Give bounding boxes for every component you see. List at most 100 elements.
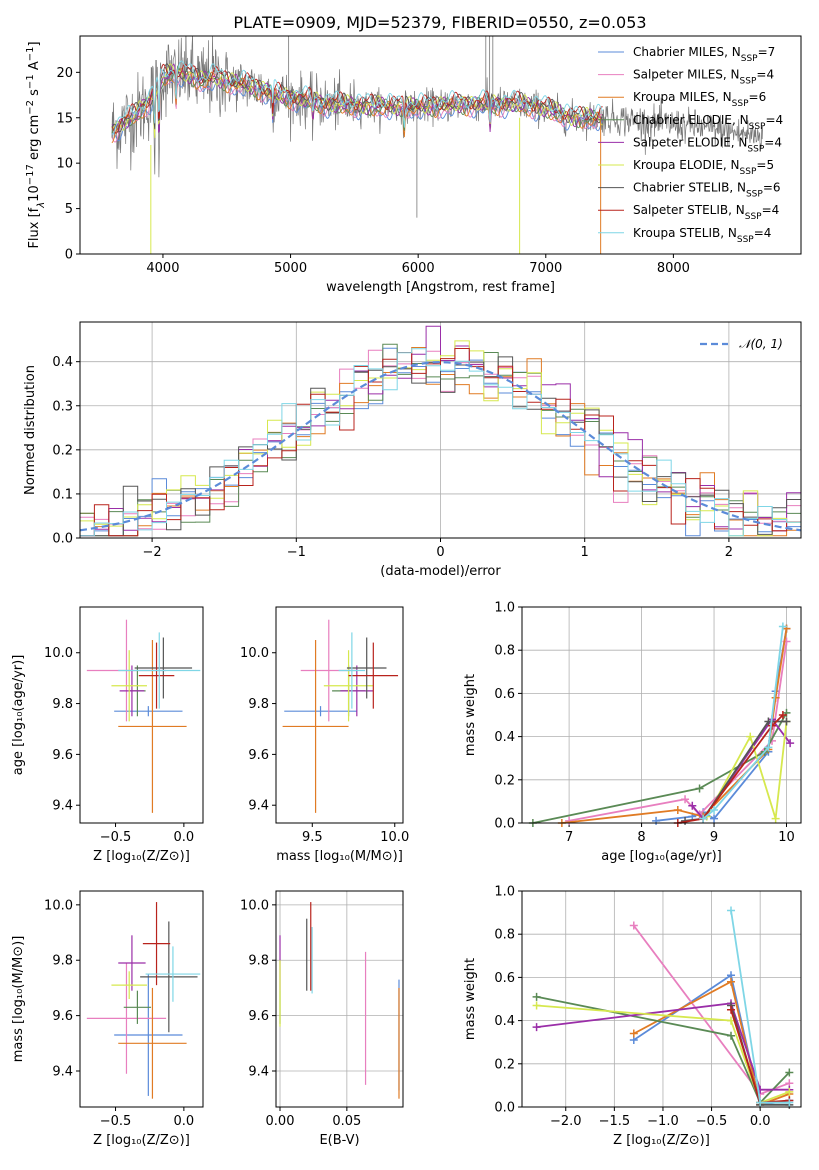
histogram-salpeter_stelib	[80, 348, 801, 537]
histogram-kroupa_stelib	[80, 348, 801, 537]
x-tick-label: −0.5	[696, 1114, 728, 1129]
y-axis-label: age [log₁₀(age/yr)]	[11, 655, 26, 776]
legend-label-salpeter_stelib: Salpeter STELIB, NSSP=4	[633, 203, 779, 222]
marker-salpeter_miles	[565, 816, 574, 825]
axes-frame	[275, 890, 404, 1108]
x-tick-label: 0.05	[332, 1114, 361, 1129]
y-tick-label: 5	[65, 202, 73, 217]
mass-weight-panel-4: 7 8 9 10 0.0 0.2 0.4 0.6 0.8 1.0 age [log₁₀(age/yr…	[463, 601, 802, 864]
x-tick-label: 0.0	[750, 1114, 771, 1129]
axes-frame	[275, 606, 404, 824]
y-tick-label: 10.0	[44, 898, 73, 913]
y-tick-label: 0.0	[52, 532, 73, 547]
series-salpeter_elodie	[536, 1002, 790, 1091]
x-tick-label: −1.0	[647, 1114, 679, 1129]
x-tick-label: 8	[637, 830, 645, 845]
legend-label-kroupa_elodie: Kroupa ELODIE, NSSP=5	[633, 158, 774, 177]
marker-kroupa_stelib	[785, 1098, 794, 1107]
y-tick-label: 0.0	[494, 1101, 515, 1116]
axes-frame	[79, 606, 204, 824]
y-tick-label: 0.6	[494, 687, 515, 702]
marker-salpeter_stelib	[727, 1005, 736, 1014]
y-tick-label: 0.3	[52, 399, 73, 414]
residual-histogram-panel: −2 −1 0 1 2 0.0 0.1 0.2 0.3 0.4 (data-model)/error…	[23, 321, 802, 579]
y-axis-label: Normed distribution	[23, 365, 38, 495]
y-tick-label: 0.0	[494, 817, 515, 832]
legend-label-salpeter_miles: Salpeter MILES, NSSP=4	[633, 68, 774, 87]
x-tick-label: 0.0	[174, 830, 195, 845]
legend-label-kroupa_miles: Kroupa MILES, NSSP=6	[633, 90, 766, 109]
series-salpeter_miles	[568, 641, 788, 822]
marker-chabrier_elodie	[785, 1068, 794, 1077]
x-tick-label: 4000	[146, 261, 179, 276]
axes-frame	[521, 606, 802, 824]
marker-chabrier_stelib	[782, 717, 791, 726]
legend-label-kroupa_stelib: Kroupa STELIB, NSSP=4	[633, 226, 771, 245]
marker-kroupa_stelib	[727, 906, 736, 915]
legend-label-chabrier_miles: Chabrier MILES, NSSP=7	[633, 45, 775, 64]
y-axis-label: mass weight	[463, 958, 478, 1040]
y-tick-label: 9.6	[248, 1009, 269, 1024]
model-spectrum-salpeter_elodie	[111, 63, 604, 133]
x-axis-label: Z [log₁₀(Z/Z⊙)]	[93, 849, 190, 864]
x-tick-label: −0.5	[100, 1114, 132, 1129]
errorbar-panel-2: −0.5 0.0 9.4 9.6 9.8 10.0 Z [log₁₀(Z/Z⊙)] age […	[11, 606, 204, 864]
marker-kroupa_miles	[727, 977, 736, 986]
x-tick-label: −1.5	[599, 1114, 631, 1129]
marker-kroupa_stelib	[756, 1098, 765, 1107]
marker-chabrier_elodie	[727, 1031, 736, 1040]
y-tick-label: 20	[56, 66, 73, 81]
model-spectrum-kroupa_stelib	[111, 60, 604, 135]
marker-salpeter_miles	[681, 795, 690, 804]
legend-label-chabrier_elodie: Chabrier ELODIE, NSSP=4	[633, 113, 783, 132]
marker-kroupa_stelib	[699, 814, 708, 823]
x-tick-label: 0.0	[174, 1114, 195, 1129]
y-tick-label: 10.0	[44, 646, 73, 661]
marker-kroupa_elodie	[746, 732, 755, 741]
y-tick-label: 9.8	[52, 697, 73, 712]
x-tick-label: 0	[436, 545, 444, 560]
x-tick-label: 2	[725, 545, 733, 560]
x-tick-label: 9	[710, 830, 718, 845]
legend-label-salpeter_elodie: Salpeter ELODIE, NSSP=4	[633, 135, 782, 154]
y-tick-label: 0.8	[494, 644, 515, 659]
x-tick-label: 1	[581, 545, 589, 560]
y-axis-label: Flux [fλ10−17 erg cm−2 s−1 A−1]	[25, 41, 47, 248]
series-kroupa_miles	[633, 980, 790, 1106]
spectrum-panel: 4000 5000 6000 7000 8000 0 5 10 15 20 wavelength […	[25, 35, 802, 295]
marker-kroupa_miles	[673, 806, 682, 815]
series-kroupa_elodie	[706, 721, 788, 819]
normal-curve	[79, 360, 802, 532]
series-kroupa_miles	[561, 628, 788, 823]
y-tick-label: 10	[56, 157, 73, 172]
y-tick-label: 10.0	[240, 898, 269, 913]
x-tick-label: 5000	[274, 261, 307, 276]
axes-frame	[79, 35, 802, 255]
x-tick-label: 0.00	[266, 1114, 295, 1129]
series-salpeter_stelib	[677, 714, 784, 823]
x-axis-label: Z [log₁₀(Z/Z⊙)]	[613, 1133, 710, 1148]
figure-title: PLATE=0909, MJD=52379, FIBERID=0550, z=0…	[233, 13, 646, 32]
series-chabrier_elodie	[536, 995, 790, 1105]
y-tick-label: 0.2	[494, 1057, 515, 1072]
y-tick-label: 15	[56, 111, 73, 126]
y-tick-label: 0.2	[494, 773, 515, 788]
x-tick-label: −2.0	[550, 1114, 582, 1129]
errorbar-panel-5: −0.5 0.0 9.4 9.6 9.8 10.0 Z [log₁₀(Z/Z⊙)] mass …	[11, 890, 204, 1148]
y-tick-label: 9.8	[248, 697, 269, 712]
model-spectrum-chabrier_miles	[111, 72, 604, 142]
x-tick-label: 10.0	[380, 830, 409, 845]
series-kroupa_stelib	[702, 626, 784, 820]
y-tick-label: 9.8	[248, 954, 269, 969]
x-axis-label: age [log₁₀(age/yr)]	[601, 849, 722, 864]
y-axis-label: mass weight	[463, 674, 478, 756]
x-tick-label: 6000	[402, 261, 435, 276]
errorbar-panel-3: 9.5 10.0 9.4 9.6 9.8 10.0 mass [log₁₀(M/M⊙)]	[240, 606, 409, 864]
legend-label-normal: 𝒩(0, 1)	[739, 337, 783, 351]
marker-kroupa_elodie	[771, 814, 780, 823]
axes-frame	[79, 890, 204, 1108]
marker-chabrier_elodie	[532, 992, 541, 1001]
marker-chabrier_miles	[710, 814, 719, 823]
y-tick-label: 9.6	[248, 748, 269, 763]
axes-frame	[79, 321, 802, 539]
